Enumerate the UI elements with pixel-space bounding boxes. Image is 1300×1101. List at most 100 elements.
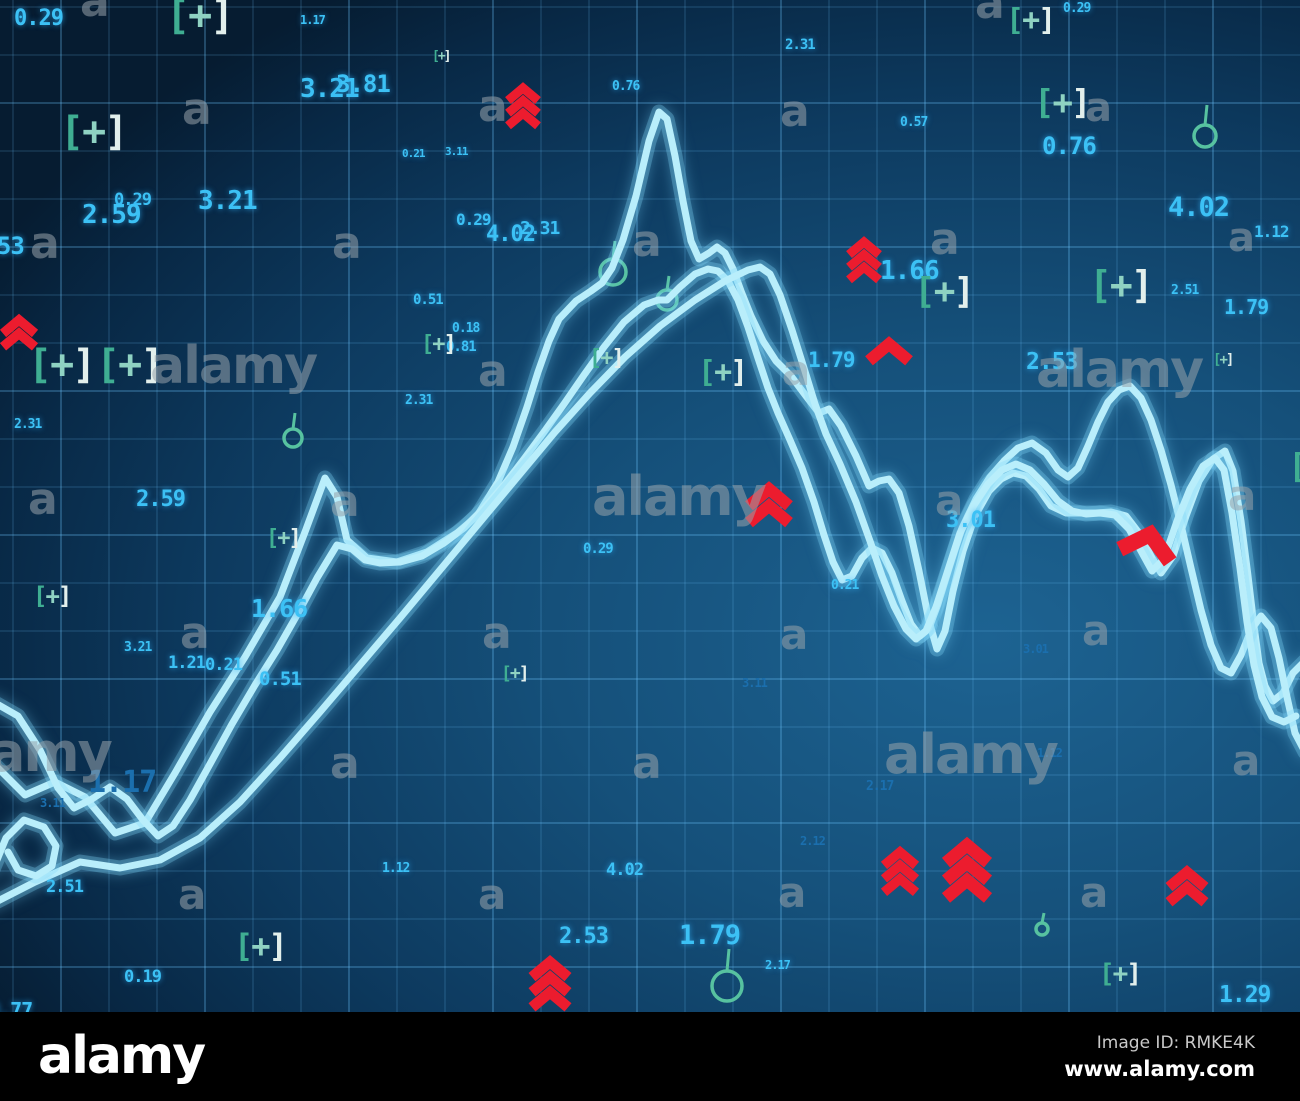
floating-value: 3.81 xyxy=(336,70,391,98)
floating-value: 0.21 xyxy=(205,655,243,675)
plus-bracket-part: [ xyxy=(1034,83,1055,123)
floating-value: 0.57 xyxy=(900,115,928,130)
circle-pin-icon xyxy=(1192,104,1218,149)
floating-value: 2.53 xyxy=(1026,349,1078,375)
plus-bracket-part: + xyxy=(1219,352,1228,368)
plus-bracket-part: ] xyxy=(518,663,530,684)
watermark-word-alamy: alamy xyxy=(0,721,113,784)
pin-circle xyxy=(282,427,304,449)
pin-stem xyxy=(1203,104,1209,126)
image-id-text: Image ID: RMKE4K xyxy=(1096,1032,1255,1053)
plus-bracket-part: [ xyxy=(1213,352,1222,368)
floating-value: 2.31 xyxy=(14,417,42,432)
line-diagonal xyxy=(0,263,1300,904)
line-end-curl xyxy=(0,816,60,880)
plus-bracket-part: ] xyxy=(104,109,128,155)
up-chevron-icon xyxy=(865,336,913,366)
floating-value: 3.21 xyxy=(124,640,152,655)
floating-value: 0.29 xyxy=(456,210,492,229)
plus-bracket-part: + xyxy=(933,271,956,312)
plus-bracket-part: ] xyxy=(268,927,288,965)
chevron-stripe xyxy=(1165,880,1209,907)
chevron-stripe xyxy=(880,872,920,896)
chevron-stripe xyxy=(505,82,541,105)
plus-bracket-icon: [+] xyxy=(166,0,234,39)
watermark-word-alamy: alamy xyxy=(592,465,767,528)
plus-bracket-icon: [+] xyxy=(914,271,975,312)
floating-value: 0.21 xyxy=(402,147,425,160)
watermark-letter-a: a xyxy=(778,868,807,917)
plus-bracket-part: [ xyxy=(421,332,434,357)
watermark-letter-a: a xyxy=(330,738,360,789)
watermark-word-alamy: alamy xyxy=(1036,340,1204,400)
floating-value: 3.11 xyxy=(445,145,468,158)
chevron-stripe xyxy=(941,854,993,886)
plus-bracket-part: ] xyxy=(730,355,748,390)
plus-bracket-icon: [+] xyxy=(266,528,302,550)
plus-bracket-part: [ xyxy=(1288,447,1300,487)
plus-bracket-part: + xyxy=(432,332,445,357)
floating-value: 1.12 xyxy=(1037,746,1063,760)
up-chevron-icon xyxy=(528,954,572,1012)
plus-bracket-part: [ xyxy=(432,49,440,64)
floating-value: 2.31 xyxy=(405,393,433,408)
watermark-letter-a: a xyxy=(1228,215,1255,261)
floating-value: 1.17 xyxy=(300,13,326,27)
up-chevron-icon xyxy=(880,845,920,896)
red-chevron-icons xyxy=(0,82,1209,1012)
floating-value: 3.21 xyxy=(300,74,360,104)
plus-bracket-part: ] xyxy=(1126,959,1142,989)
watermark-letter-a: a xyxy=(632,216,662,267)
chevron-stripe xyxy=(528,970,572,997)
plus-bracket-part: ] xyxy=(953,271,975,312)
floating-value: 0.18 xyxy=(452,321,480,336)
floating-value: 3.11 xyxy=(40,796,66,810)
plus-bracket-part: [ xyxy=(1089,263,1112,307)
plus-bracket-icon: [+] xyxy=(1034,83,1092,123)
plus-bracket-part: [ xyxy=(589,346,602,371)
floating-value: 0.29 xyxy=(114,190,152,210)
floating-value: 1.21 xyxy=(168,653,206,673)
floating-value: 2.53 xyxy=(559,924,609,949)
up-chevron-icon xyxy=(505,82,541,130)
circle-pin-icon xyxy=(1034,912,1050,937)
plus-bracket-part: + xyxy=(251,927,270,965)
plus-bracket-part: ] xyxy=(611,346,625,371)
plus-bracket-part: ] xyxy=(140,342,164,388)
plus-bracket-icon: [+] xyxy=(1089,263,1154,307)
watermark-letter-a: a xyxy=(1228,471,1257,520)
chevron-stripe xyxy=(941,872,993,903)
plus-bracket-icon: [+] xyxy=(28,345,96,385)
watermark-letter-a: a xyxy=(330,476,360,527)
up-chevron-icon xyxy=(745,481,793,528)
chevron-stripe xyxy=(505,107,541,130)
watermark-letter-a: a xyxy=(1085,85,1112,131)
chevron-stripe xyxy=(745,497,793,528)
floating-value: 1.66 xyxy=(880,256,940,286)
plus-bracket-icon: [+] xyxy=(60,109,128,155)
line-rounded-peak xyxy=(0,265,1300,840)
chart-line-series xyxy=(0,104,1300,909)
plus-bracket-part: + xyxy=(1052,83,1073,123)
floating-value: 0.76 xyxy=(1042,132,1097,160)
pin-stem xyxy=(725,948,731,972)
alamy-url-text: www.alamy.com xyxy=(1064,1056,1255,1081)
floating-value: 3.11 xyxy=(742,676,768,690)
floating-value: 1.79 xyxy=(679,920,741,951)
watermark-word-alamy: alamy xyxy=(884,723,1059,786)
floating-value: 2.51 xyxy=(46,877,84,897)
plus-bracket-part: ] xyxy=(443,332,457,357)
watermark-letter-a: a xyxy=(482,608,512,659)
plus-bracket-part: ] xyxy=(210,0,234,39)
up-chevron-icon xyxy=(941,836,993,903)
floating-value: 0.51 xyxy=(413,292,444,308)
plus-bracket-part: [ xyxy=(166,0,190,39)
watermark-letter-a: a xyxy=(780,610,809,659)
plus-bracket-icon: [+] xyxy=(1006,6,1056,36)
watermark-letter-a: a xyxy=(478,870,507,919)
watermark-letter-a: a xyxy=(975,0,1005,29)
chevron-stripe xyxy=(505,94,541,117)
plus-bracket-icon: [+] xyxy=(234,927,288,965)
